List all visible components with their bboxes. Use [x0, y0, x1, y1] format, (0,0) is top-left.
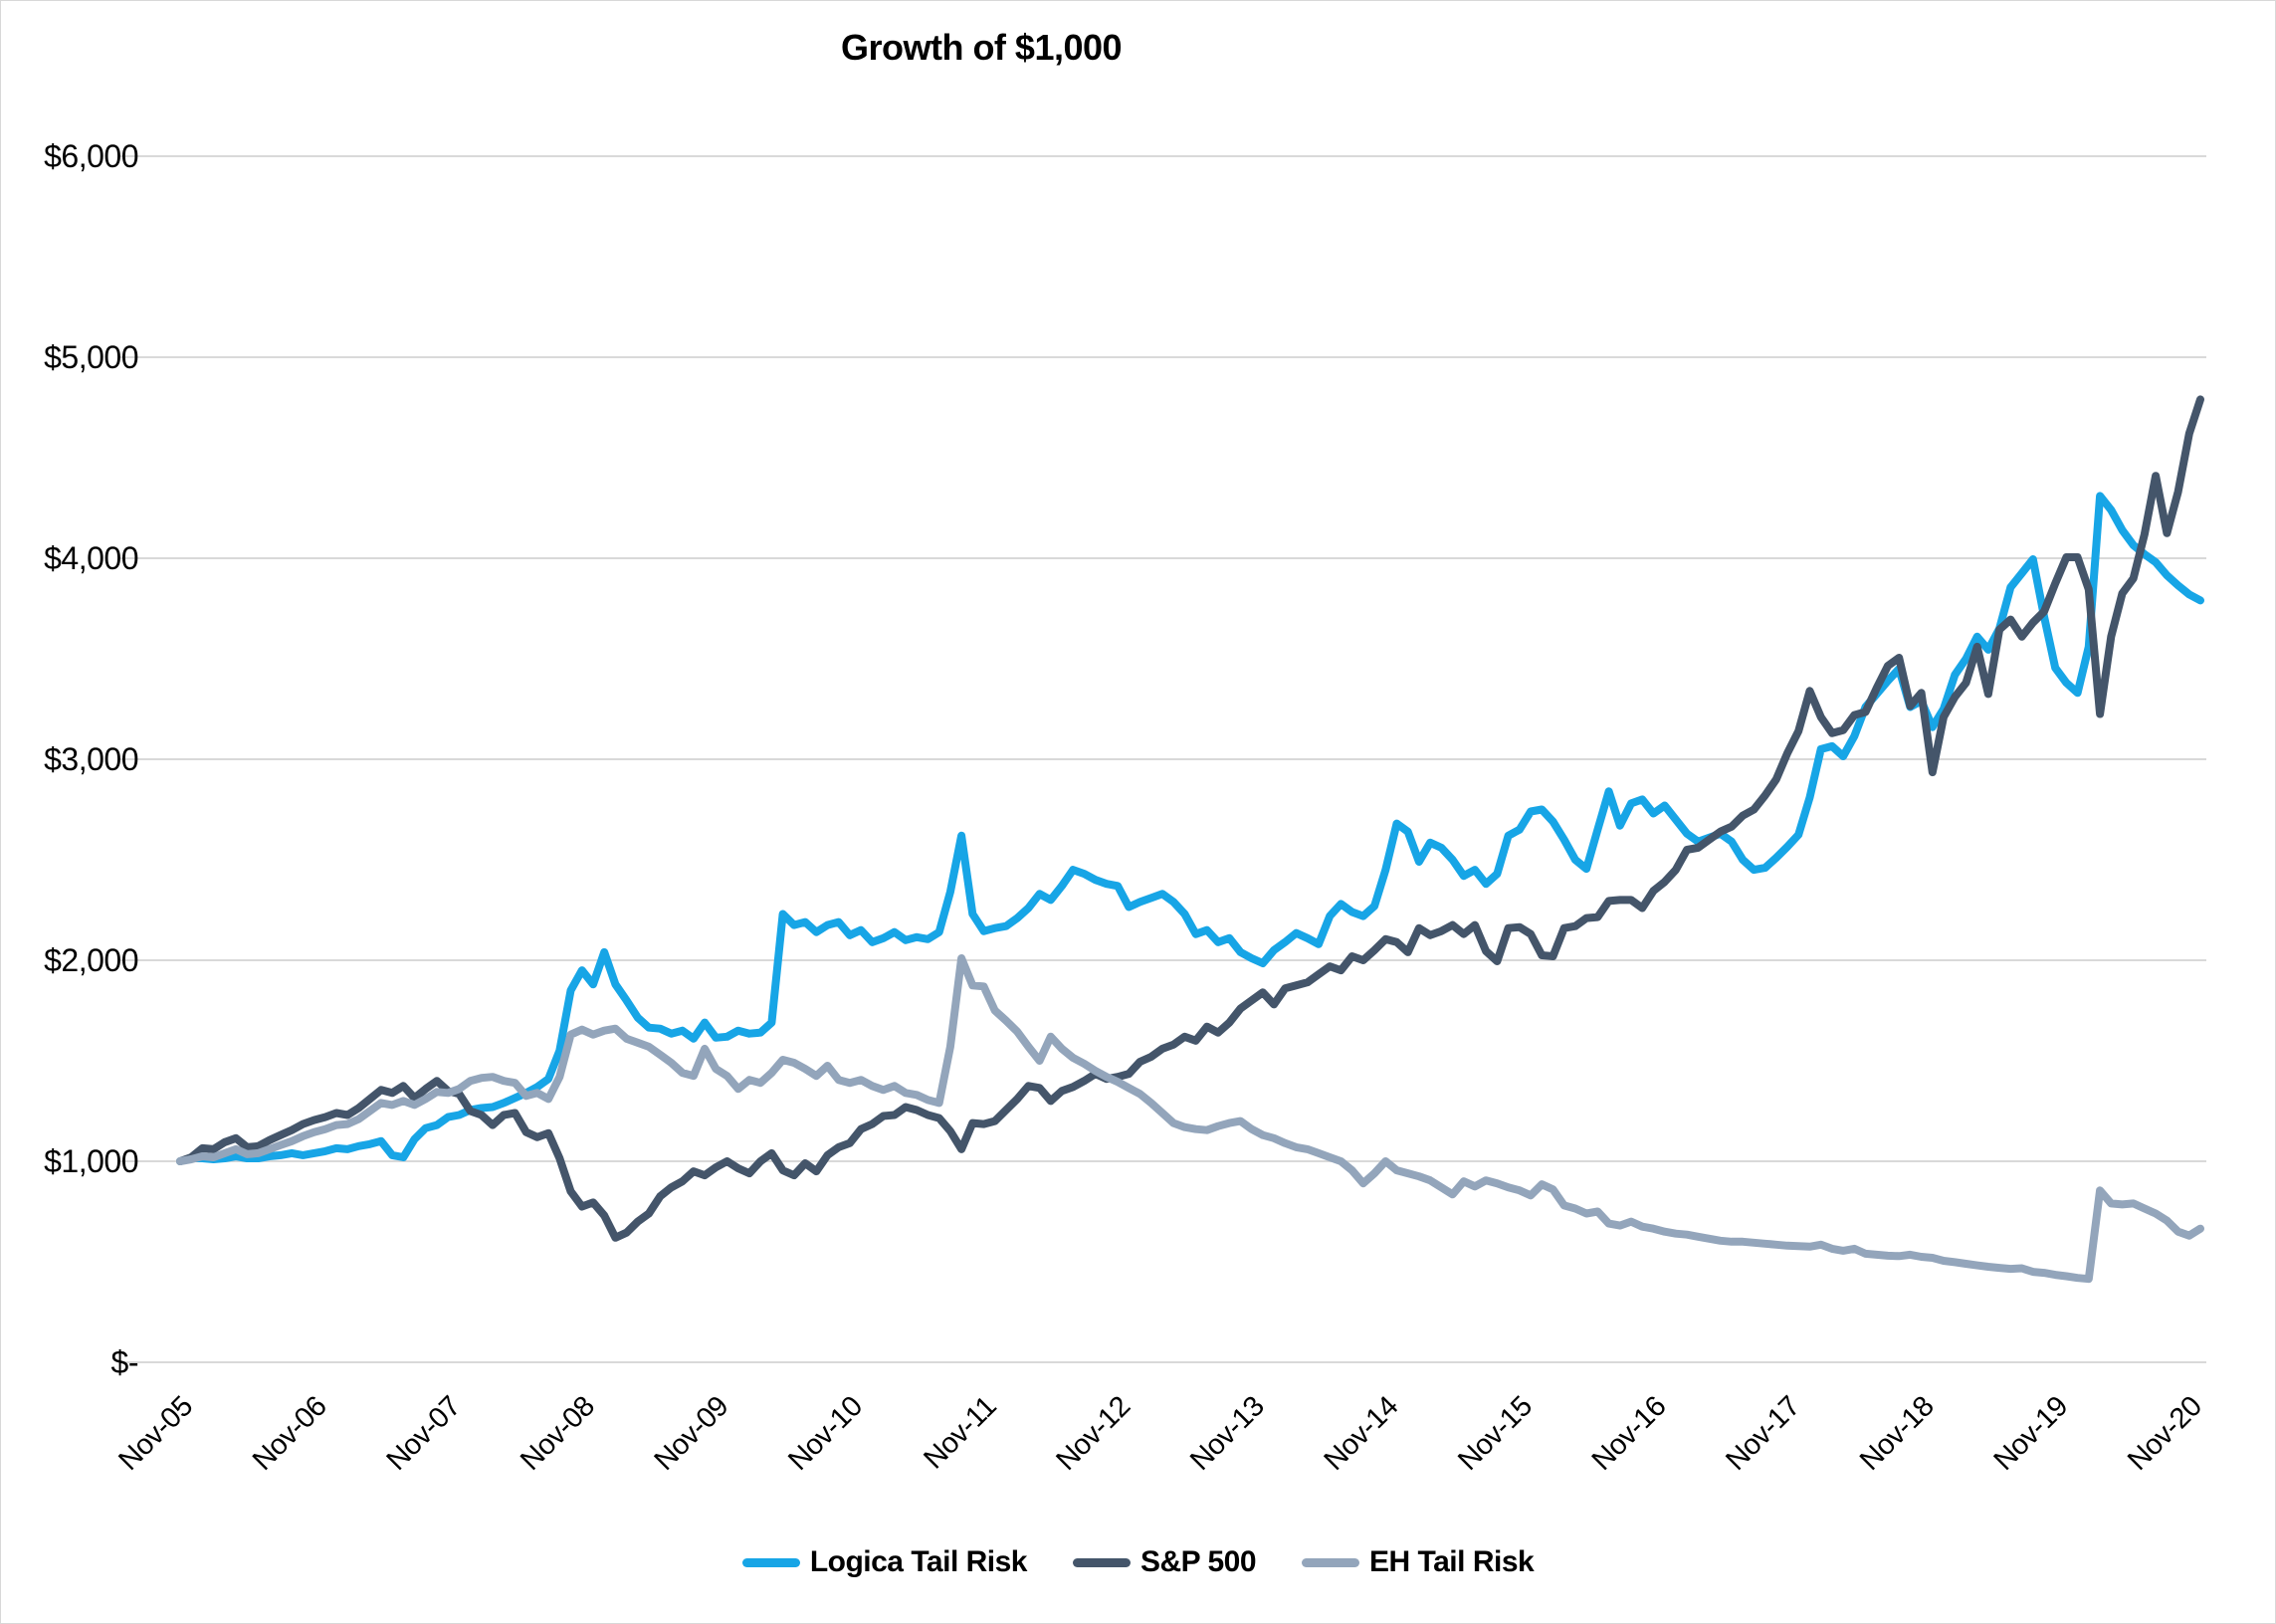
y-axis-tick-label: $4,000	[44, 540, 138, 576]
legend: Logica Tail Risk S&P 500 EH Tail Risk	[1, 1545, 2275, 1579]
x-axis-tick-label: Nov-07	[381, 1390, 468, 1477]
series-line-logica-tail-risk	[176, 492, 2204, 1165]
series-line-sp-500	[176, 395, 2204, 1242]
x-axis-tick-label: Nov-10	[782, 1390, 869, 1477]
sp-500-line-swatch-icon	[1072, 1557, 1131, 1567]
y-axis-tick-label: $5,000	[44, 339, 138, 375]
x-axis-tick-label: Nov-05	[112, 1390, 199, 1477]
legend-item-eh-tail-risk: EH Tail Risk	[1302, 1545, 1535, 1579]
legend-label: S&P 500	[1139, 1545, 1257, 1578]
x-axis-tick-label: Nov-09	[649, 1390, 735, 1477]
legend-label: Logica Tail Risk	[809, 1545, 1028, 1578]
legend-item-logica-tail-risk: Logica Tail Risk	[741, 1545, 1028, 1579]
y-axis-tick-label: $1,000	[44, 1143, 138, 1179]
x-axis-tick-label: Nov-17	[1720, 1390, 1806, 1477]
y-axis-tick-label: $2,000	[44, 942, 138, 978]
x-axis-tick-label: Nov-11	[918, 1390, 1002, 1475]
x-axis-tick-label: Nov-19	[1988, 1390, 2075, 1477]
x-axis-tick-label: Nov-15	[1452, 1390, 1539, 1477]
x-axis-tick-label: Nov-06	[247, 1390, 333, 1477]
x-axis-tick-label: Nov-14	[1319, 1390, 1405, 1477]
series-line-eh-tail-risk	[176, 954, 2204, 1284]
legend-label: EH Tail Risk	[1369, 1545, 1535, 1578]
y-axis-tick-label: $6,000	[44, 138, 138, 174]
y-axis-tick-label: $3,000	[44, 741, 138, 777]
x-axis-tick-label: Nov-13	[1184, 1390, 1271, 1477]
legend-item-sp-500: S&P 500	[1072, 1545, 1257, 1579]
x-axis-tick-label: Nov-12	[1050, 1390, 1137, 1477]
x-axis-tick-label: Nov-16	[1586, 1390, 1673, 1477]
x-axis-tick-label: Nov-08	[515, 1390, 601, 1477]
eh-tail-risk-line-swatch-icon	[1302, 1557, 1360, 1567]
logica-tail-risk-line-swatch-icon	[741, 1557, 800, 1567]
y-axis-tick-label: $-	[111, 1344, 138, 1380]
chart-title: Growth of $1,000	[840, 27, 1123, 68]
x-axis-tick-label: Nov-18	[1854, 1390, 1941, 1477]
x-axis-tick-label: Nov-20	[2122, 1390, 2208, 1477]
